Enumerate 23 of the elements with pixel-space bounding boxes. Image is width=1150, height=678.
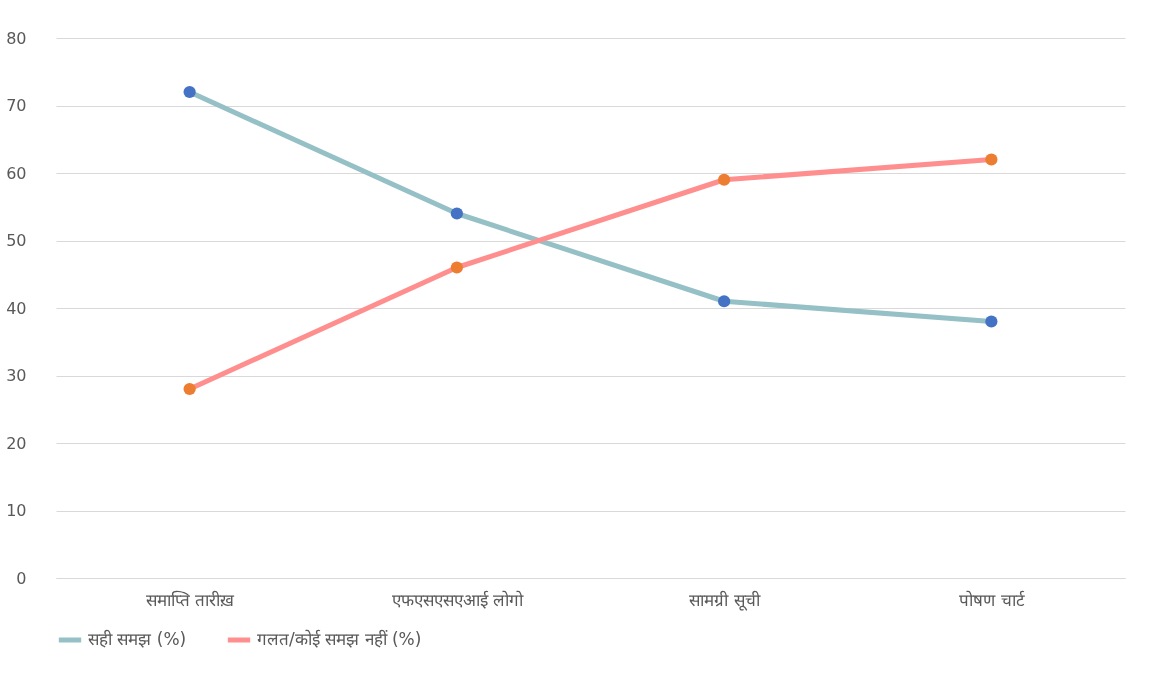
x-tick-label: पोषण चार्ट bbox=[959, 589, 1025, 610]
y-tick-label: 50 bbox=[6, 231, 27, 250]
point bbox=[183, 382, 196, 396]
legend-label: सही समझ (%) bbox=[88, 629, 187, 649]
y-tick-label: 40 bbox=[6, 298, 27, 318]
x-tick-label: सामग्री सूची bbox=[689, 589, 761, 611]
point bbox=[450, 207, 463, 220]
y-tick-label: 70 bbox=[6, 96, 27, 115]
y-tick-label: 20 bbox=[6, 433, 27, 453]
y-tick-label: 0 bbox=[16, 568, 27, 588]
y-tick-label: 10 bbox=[6, 501, 27, 520]
y-tick-label: 80 bbox=[6, 28, 27, 48]
point bbox=[183, 85, 196, 99]
y-tick-label: 60 bbox=[6, 163, 27, 183]
x-tick-label: समाप्ति तारीख़ bbox=[145, 589, 236, 610]
x-tick-label: एफएसएसएआई लोगो bbox=[391, 589, 525, 610]
y-tick-label: 30 bbox=[6, 366, 27, 385]
point bbox=[985, 153, 998, 166]
legend-label: गलत/कोई समझ नहीं (%) bbox=[257, 629, 422, 649]
point bbox=[985, 315, 998, 328]
point bbox=[718, 173, 731, 186]
point bbox=[718, 295, 731, 308]
point bbox=[450, 261, 463, 274]
